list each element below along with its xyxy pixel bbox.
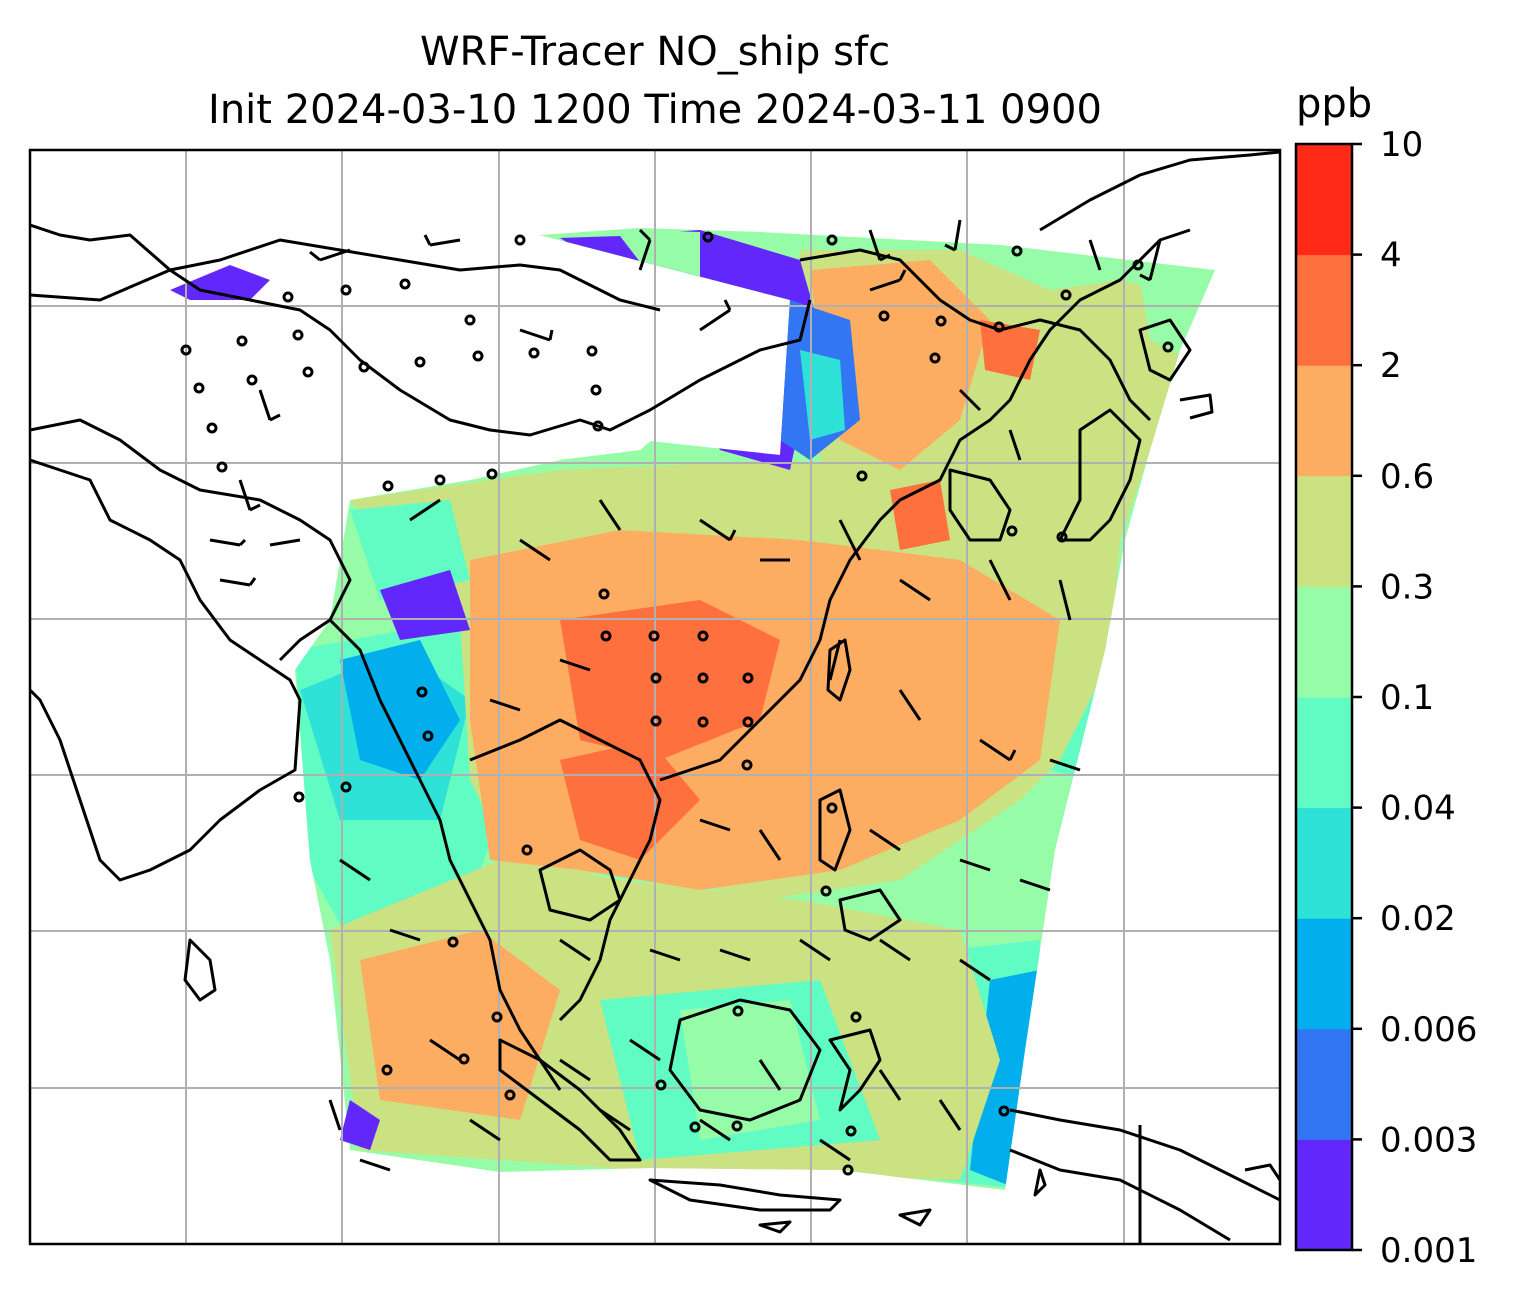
colorbar-tick-label: 0.02 xyxy=(1380,899,1456,939)
colorbar-tick-label: 0.1 xyxy=(1380,678,1434,718)
colorbar-tick-label: 0.6 xyxy=(1380,457,1434,497)
colorbar-tick-label: 0.003 xyxy=(1380,1120,1477,1160)
wind-barbs xyxy=(209,219,1162,1172)
colorbar-tick-label: 10 xyxy=(1380,125,1423,165)
colorbar-segment xyxy=(1296,918,1352,1030)
field-fragment xyxy=(340,1100,380,1150)
colorbar-tick-label: 0.04 xyxy=(1380,789,1456,829)
colorbar-segment xyxy=(1296,1139,1352,1251)
colorbar-segment xyxy=(1296,254,1352,366)
map-title-line-1: WRF-Tracer NO_ship sfc xyxy=(419,29,891,75)
colorbar-tick-label: 2 xyxy=(1380,346,1402,386)
colorbar-segment xyxy=(1296,365,1352,477)
map-title-line-2: Init 2024-03-10 1200 Time 2024-03-11 090… xyxy=(208,87,1102,133)
colorbar-segment xyxy=(1296,475,1352,587)
colorbar-segment xyxy=(1296,586,1352,698)
colorbar-segment xyxy=(1296,1028,1352,1140)
field-fragment xyxy=(170,265,270,300)
map-border xyxy=(28,148,1282,1246)
colorbar-segment xyxy=(1296,144,1352,256)
colorbar: 0.001 0.003 0.006 0.02 0.04 0.1 0.3 0.6 2 4 10 xyxy=(1294,125,1477,1271)
colorbar-tick-label: 0.006 xyxy=(1380,1010,1477,1050)
coastlines xyxy=(30,150,1280,1244)
calm-wind-markers xyxy=(180,231,1174,1176)
colorbar-tick-label: 0.3 xyxy=(1380,567,1434,607)
colorbar-segment xyxy=(1296,807,1352,919)
colorbar-tick-label: 4 xyxy=(1380,236,1402,276)
gridlines xyxy=(30,150,1280,1244)
colorbar-segment xyxy=(1296,697,1352,809)
colorbar-tick-label: 0.001 xyxy=(1380,1231,1477,1271)
